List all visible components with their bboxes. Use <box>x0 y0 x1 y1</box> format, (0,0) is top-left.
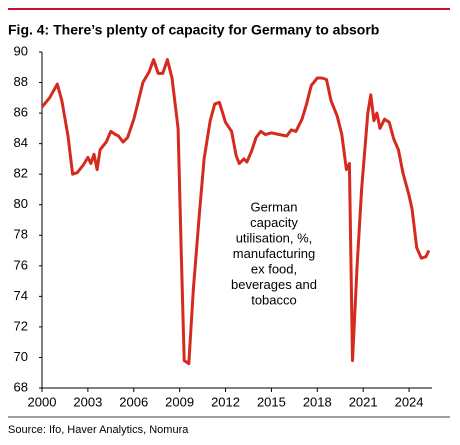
x-tick-label: 2009 <box>165 394 194 409</box>
annotation: capacity <box>250 215 298 230</box>
x-tick-label: 2006 <box>119 394 148 409</box>
y-tick-label: 78 <box>14 227 28 242</box>
y-tick-label: 82 <box>14 166 28 181</box>
y-tick-label: 70 <box>14 349 28 364</box>
y-tick-label: 76 <box>14 257 28 272</box>
annotation: tobacco <box>251 292 297 307</box>
source: Source: Ifo, Haver Analytics, Nomura <box>8 424 189 436</box>
x-tick-label: 2000 <box>28 394 57 409</box>
x-tick-label: 2021 <box>349 394 378 409</box>
y-tick-label: 84 <box>14 135 28 150</box>
y-tick-label: 68 <box>14 379 28 394</box>
x-tick-label: 2015 <box>257 394 286 409</box>
annotation: utilisation, %, <box>236 230 313 245</box>
chart-title: Fig. 4: There’s plenty of capacity for G… <box>8 22 379 38</box>
annotation: German <box>251 199 298 214</box>
y-tick-label: 72 <box>14 318 28 333</box>
annotation: ex food, <box>251 261 297 276</box>
x-tick-label: 2012 <box>211 394 240 409</box>
x-tick-label: 2003 <box>73 394 102 409</box>
x-tick-label: 2018 <box>303 394 332 409</box>
y-tick-label: 90 <box>14 43 28 58</box>
annotation: manufacturing <box>233 246 315 261</box>
y-tick-label: 80 <box>14 196 28 211</box>
y-tick-label: 86 <box>14 105 28 120</box>
x-tick-label: 2024 <box>395 394 424 409</box>
data-line <box>40 58 431 366</box>
y-tick-label: 74 <box>14 288 28 303</box>
y-tick-label: 88 <box>14 74 28 89</box>
annotation: beverages and <box>231 277 317 292</box>
